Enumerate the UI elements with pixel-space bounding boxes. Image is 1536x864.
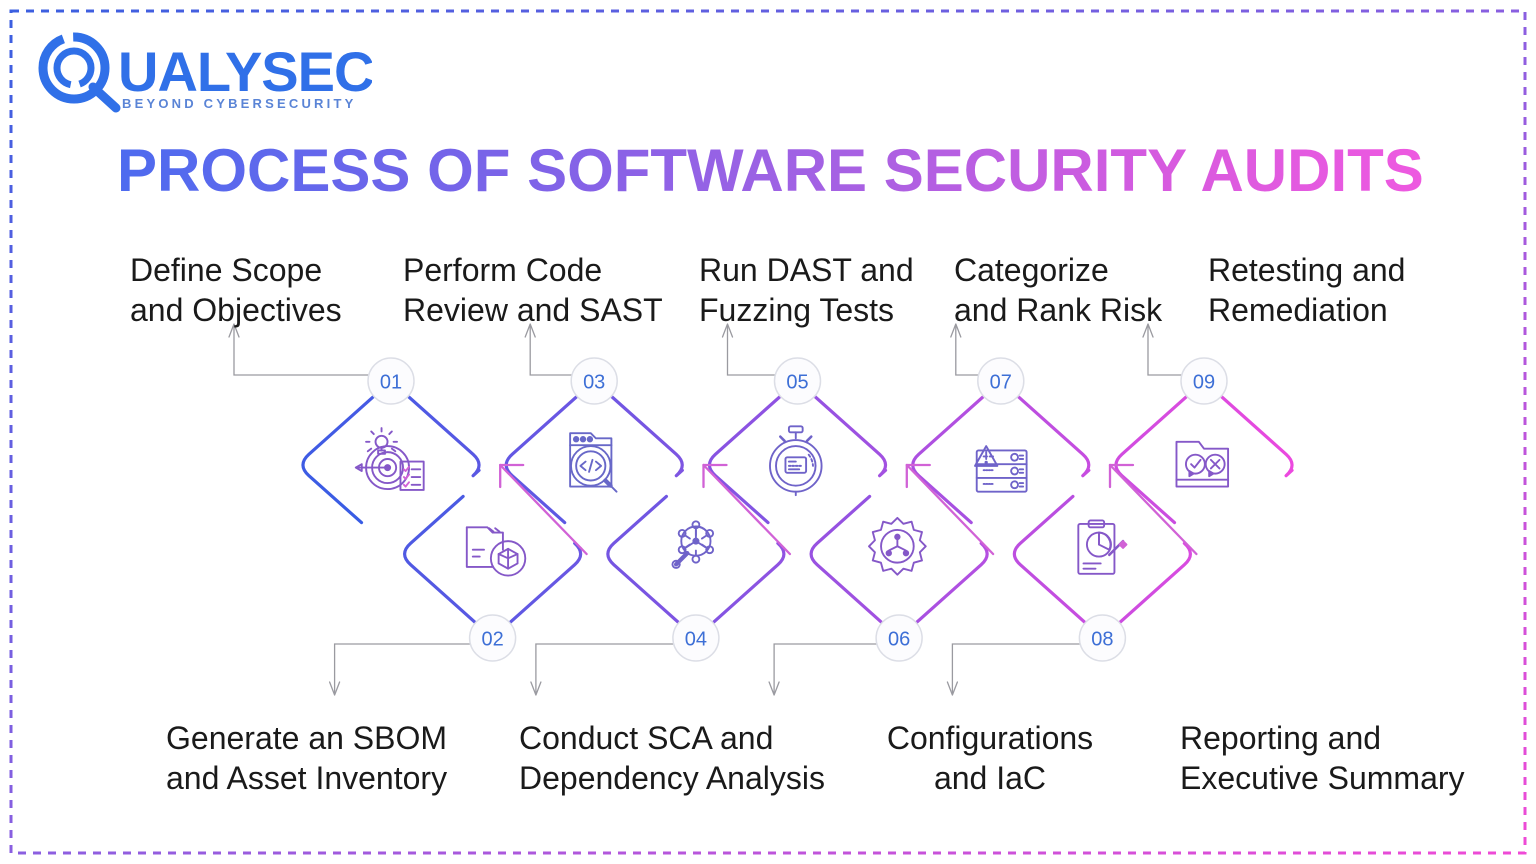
svg-text:03: 03 [583, 372, 605, 394]
svg-text:08: 08 [1091, 629, 1113, 651]
svg-text:01: 01 [380, 372, 402, 394]
svg-text:09: 09 [1193, 372, 1215, 394]
svg-text:07: 07 [990, 372, 1012, 394]
svg-text:02: 02 [481, 629, 503, 651]
svg-text:06: 06 [888, 629, 910, 651]
svg-text:UALYSEC: UALYSEC [118, 40, 372, 103]
svg-text:04: 04 [685, 629, 707, 651]
svg-text:BEYOND CYBERSECURITY: BEYOND CYBERSECURITY [122, 96, 356, 111]
svg-text:05: 05 [786, 372, 808, 394]
